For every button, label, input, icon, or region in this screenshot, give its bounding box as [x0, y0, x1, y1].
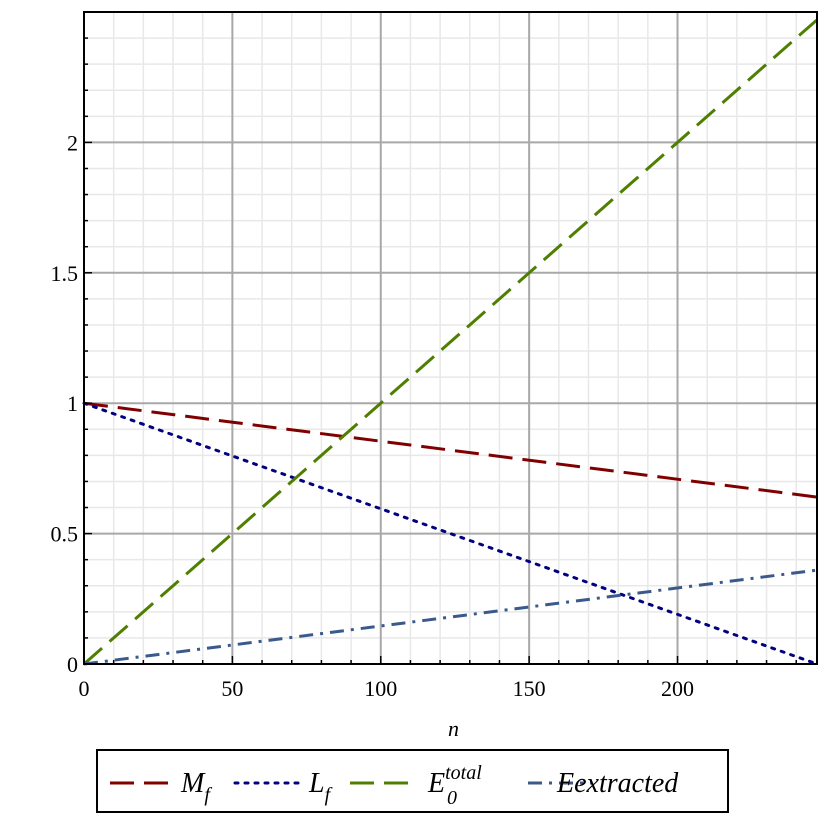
- y-tick-label: 1.5: [51, 261, 79, 286]
- legend-subscript: 0: [447, 787, 457, 809]
- x-tick-label: 0: [79, 676, 90, 701]
- plot-frame: [83, 11, 818, 665]
- legend-label: Etotal: [427, 762, 482, 799]
- x-tick-label: 200: [661, 676, 694, 701]
- legend-box: [96, 749, 729, 813]
- legend-label: Eextracted: [556, 768, 679, 799]
- x-tick-labels: 0 50 100 150 200: [79, 676, 695, 701]
- x-tick-label: 150: [513, 676, 546, 701]
- x-tick-label: 100: [364, 676, 397, 701]
- x-axis-title: n: [448, 716, 459, 741]
- series-line-1: [83, 401, 818, 499]
- y-tick-label: 1: [67, 391, 78, 416]
- series-line-3: [83, 18, 818, 666]
- y-tick-labels: 0 0.5 1 1.5 2: [51, 130, 79, 677]
- y-tick-label: 0.5: [51, 522, 79, 547]
- minor-grid: [84, 12, 817, 664]
- y-tick-label: 2: [67, 130, 78, 155]
- series-line-2: [82, 401, 819, 666]
- legend-label: Lf: [308, 768, 333, 806]
- y-tick-label: 0: [67, 652, 78, 677]
- axis-ticks: [83, 11, 797, 665]
- x-tick-label: 50: [221, 676, 243, 701]
- legend-label: Mf: [180, 768, 212, 806]
- series-lines: [82, 18, 819, 666]
